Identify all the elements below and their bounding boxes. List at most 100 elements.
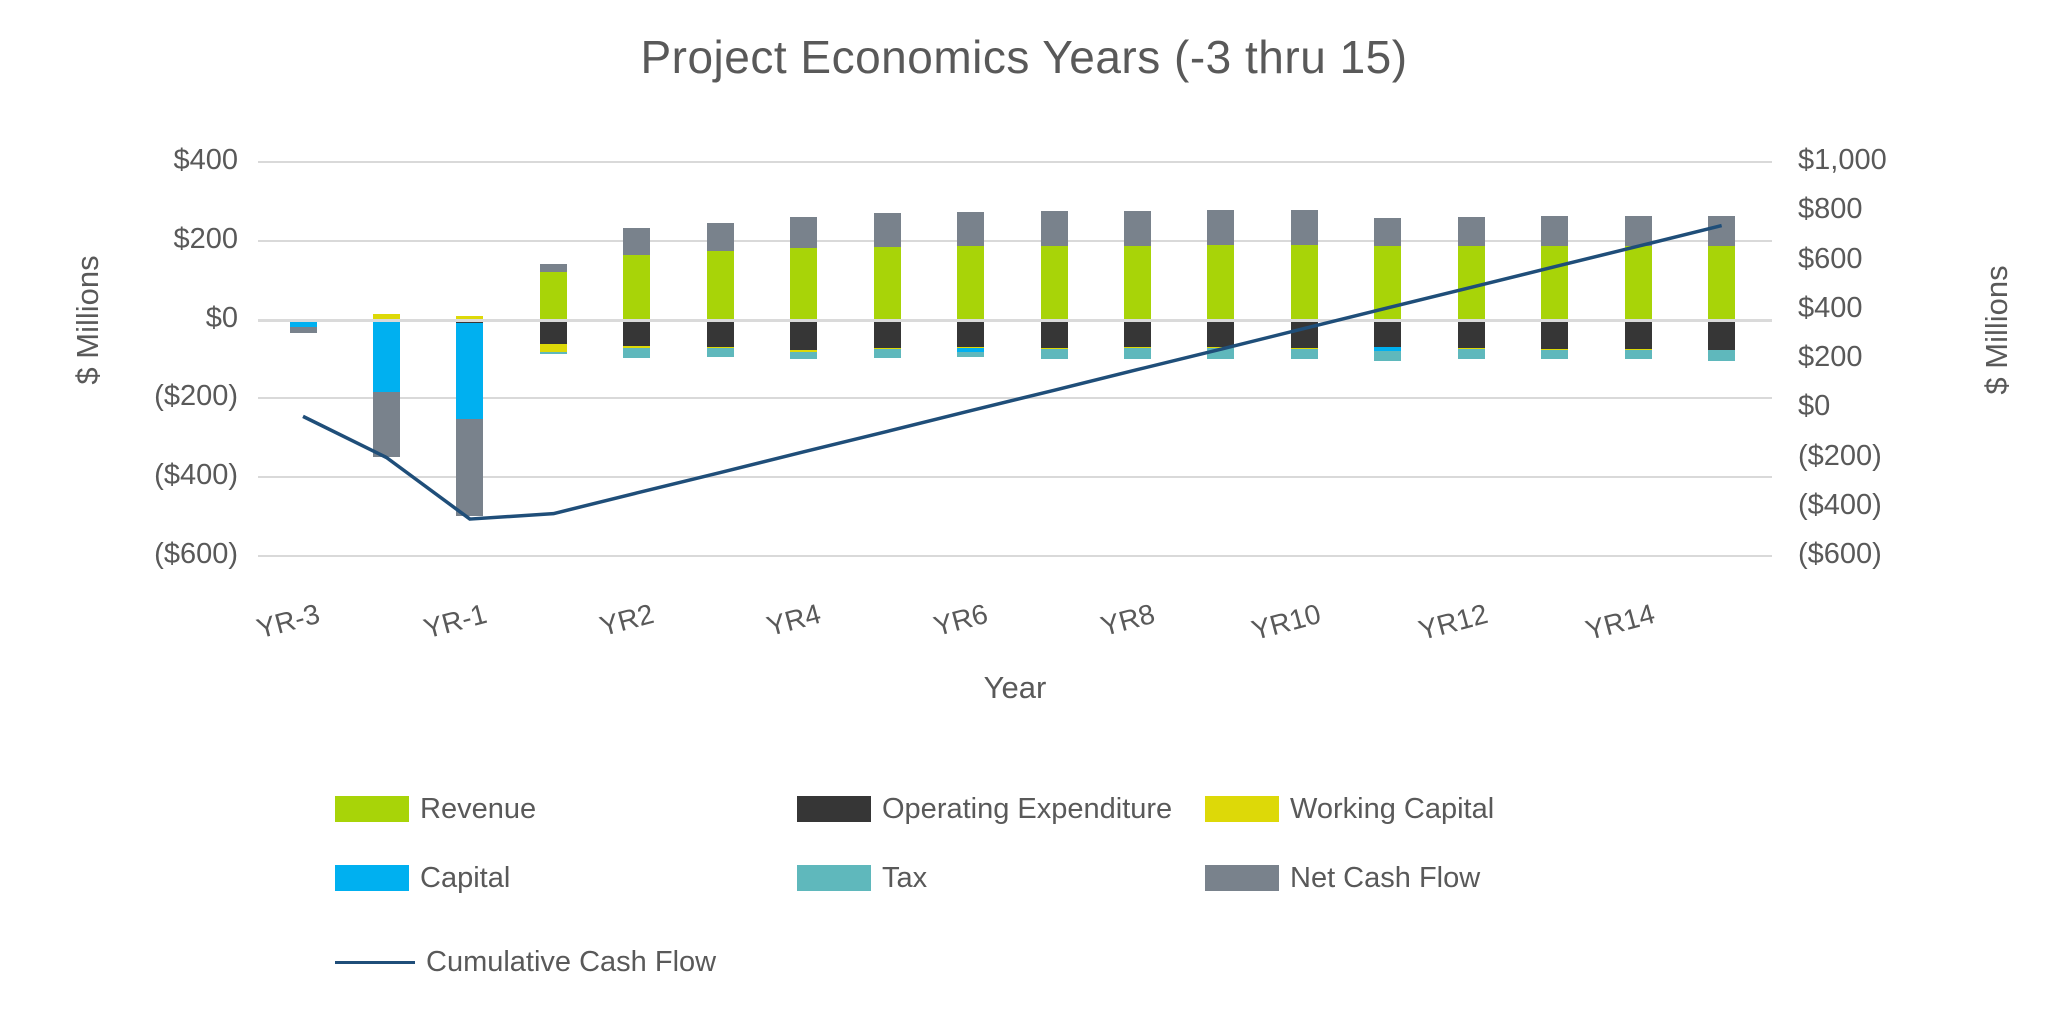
bar-segment-tax (1290, 348, 1318, 359)
bar-segment-revenue (1541, 245, 1569, 320)
left-axis-tick-label: ($600) (154, 538, 238, 570)
left-axis-title: $ Millions (70, 255, 105, 385)
gridline (258, 476, 1772, 479)
bar-segment-net-cash-flow (1457, 216, 1485, 246)
bar-segment-net-cash-flow (1624, 215, 1652, 246)
left-axis-tick-label: $400 (173, 144, 238, 176)
bar-segment-working-capital (706, 347, 734, 349)
x-axis-tick-label: YR6 (929, 598, 991, 643)
bar-segment-tax (706, 348, 734, 358)
bar-segment-capital (372, 319, 400, 393)
bar-segment-operating-expenditure (1374, 319, 1402, 348)
bar-segment-net-cash-flow (1124, 211, 1151, 246)
bar-segment-revenue (1124, 245, 1151, 320)
bar-segment-net-cash-flow (623, 228, 651, 255)
legend-label: Operating Expenditure (882, 792, 1173, 825)
bar-segment-net-cash-flow (1040, 211, 1068, 246)
legend-label: Working Capital (1290, 792, 1495, 825)
bar-segment-revenue (1290, 244, 1318, 320)
bar-segment-working-capital (957, 347, 985, 349)
legend-label: Revenue (420, 792, 537, 825)
operating-expenditure-swatch-icon (797, 796, 871, 822)
bar-segment-operating-expenditure (539, 319, 567, 345)
bar-segment-operating-expenditure (1708, 319, 1736, 350)
bar-segment-net-cash-flow (1708, 216, 1736, 247)
bar-segment-working-capital (1708, 349, 1736, 351)
x-axis-tick-label: YR14 (1582, 598, 1659, 647)
bar-segment-tax (1374, 351, 1402, 361)
bar-segment-tax (873, 349, 901, 359)
right-axis-tick-label: $1,000 (1798, 144, 1887, 176)
cumulative-cash-flow-line-icon (335, 960, 415, 964)
x-axis-title: Year (983, 670, 1047, 705)
x-axis-tick-label: YR8 (1096, 598, 1158, 643)
x-axis-tick-label: YR4 (763, 598, 824, 643)
x-axis-tick-label: YR2 (596, 598, 657, 643)
bar-segment-working-capital (1457, 347, 1485, 350)
legend-label: Capital (420, 861, 511, 894)
bar-segment-net-cash-flow (957, 212, 985, 246)
legend-label: Net Cash Flow (1290, 861, 1481, 894)
bar-segment-working-capital (456, 316, 484, 320)
right-axis-tick-label: $400 (1798, 291, 1863, 324)
bar-segment-revenue (1207, 244, 1235, 320)
bar-segment-working-capital (1040, 347, 1068, 349)
bar-segment-tax (1040, 348, 1068, 359)
bar-segment-revenue (957, 245, 985, 320)
legend-label: Tax (882, 861, 928, 894)
bar-segment-tax (539, 351, 567, 354)
bar-segment-working-capital (790, 349, 818, 352)
working-capital-swatch-icon (1205, 796, 1279, 822)
bar-segment-working-capital (1290, 347, 1318, 349)
bar-segment-operating-expenditure (790, 319, 818, 350)
legend-item-operating-expenditure: Operating Expenditure (797, 792, 1173, 825)
right-axis-tick-label: ($400) (1798, 488, 1882, 521)
bar-segment-tax (623, 347, 651, 358)
legend-label: Cumulative Cash Flow (426, 945, 717, 978)
x-axis-tick-label: YR-3 (253, 598, 324, 645)
bar-segment-revenue (706, 250, 734, 320)
bar-segment-net-cash-flow (1374, 218, 1402, 246)
right-axis-tick-label: $200 (1798, 341, 1863, 373)
bar-segment-net-cash-flow (1541, 215, 1569, 246)
bar-segment-tax (957, 351, 985, 358)
bar-segment-working-capital (1624, 348, 1652, 350)
right-axis-title: $ Millions (1979, 265, 2014, 395)
bar-segment-capital (289, 319, 317, 327)
bar-segment-operating-expenditure (1207, 319, 1235, 348)
bar-segment-operating-expenditure (1124, 319, 1151, 348)
legend-item-capital: Capital (335, 861, 511, 894)
x-axis-tick-label: YR-1 (420, 598, 490, 645)
gridline (258, 555, 1772, 557)
bar-segment-net-cash-flow (1207, 210, 1235, 245)
bar-segment-tax (1207, 347, 1235, 359)
right-axis-tick-label: ($600) (1798, 538, 1882, 570)
bar-segment-capital (957, 348, 985, 352)
bar-segment-net-cash-flow (1290, 210, 1318, 245)
left-axis-tick-label: ($400) (154, 459, 238, 492)
capital-swatch-icon (335, 865, 409, 891)
revenue-swatch-icon (335, 796, 409, 822)
bar-segment-operating-expenditure (1624, 319, 1652, 349)
bar-segment-revenue (1040, 245, 1068, 320)
gridline (258, 161, 1772, 163)
right-axis-tick-label: ($200) (1798, 439, 1882, 472)
bar-segment-net-cash-flow (706, 223, 734, 251)
bar-segment-net-cash-flow (289, 326, 317, 333)
left-axis-tick-label: ($200) (154, 380, 238, 413)
bar-segment-working-capital (1124, 347, 1151, 348)
gridline (258, 239, 1772, 242)
x-axis-tick-label: YR12 (1415, 598, 1492, 647)
bar-segment-operating-expenditure (1040, 319, 1068, 348)
bar-segment-revenue (790, 247, 818, 320)
left-axis-tick-label: $200 (173, 222, 238, 255)
bar-segment-net-cash-flow (539, 264, 567, 273)
bar-segment-capital (456, 322, 484, 420)
bar-segment-revenue (1457, 245, 1485, 320)
bar-segment-working-capital (623, 346, 651, 348)
chart-title: Project Economics Years (-3 thru 15) (640, 31, 1408, 83)
bar-segment-revenue (1624, 245, 1652, 320)
legend-item-working-capital: Working Capital (1205, 792, 1495, 825)
bar-segment-net-cash-flow (372, 392, 400, 458)
